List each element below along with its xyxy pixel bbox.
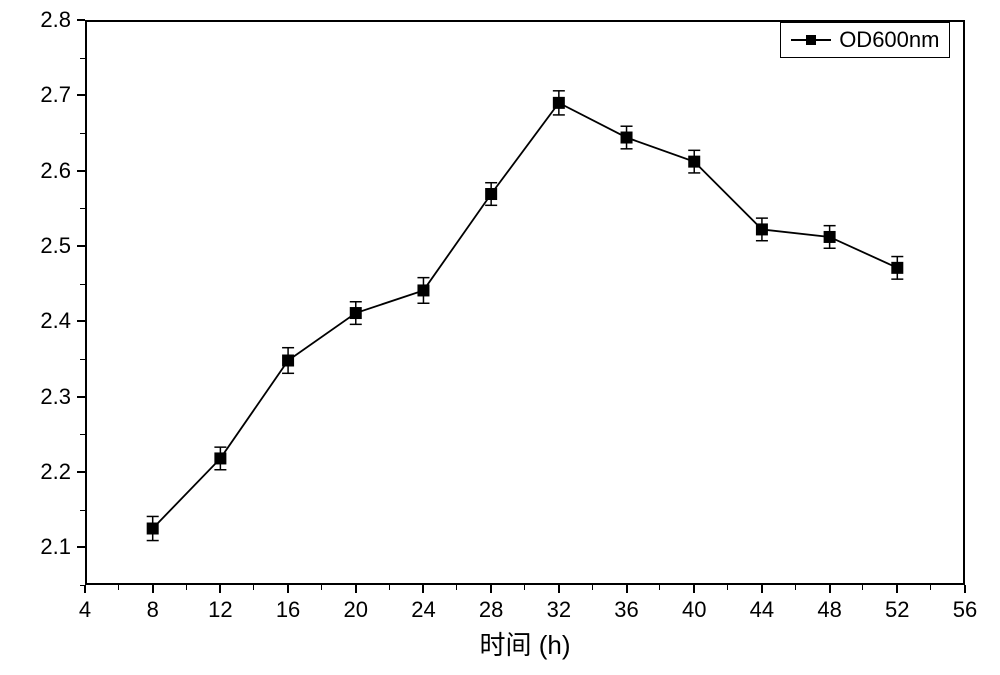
- legend-sample-line: [791, 39, 831, 41]
- chart-root: OD600nm 时间 (h) 4812162024283236404448525…: [0, 0, 1000, 675]
- y-minor-tick: [80, 208, 85, 209]
- y-tick: [77, 245, 85, 247]
- data-marker: [283, 355, 294, 366]
- y-minor-tick: [80, 133, 85, 134]
- x-minor-tick: [321, 585, 322, 590]
- x-tick-label: 48: [817, 597, 841, 623]
- data-marker: [486, 189, 497, 200]
- svg-layer: [0, 0, 1000, 675]
- series-line: [153, 103, 898, 529]
- y-tick-label: 2.4: [40, 308, 71, 334]
- legend-label: OD600nm: [839, 27, 939, 53]
- y-tick-label: 2.1: [40, 534, 71, 560]
- y-tick: [77, 320, 85, 322]
- x-tick-label: 8: [147, 597, 159, 623]
- x-minor-tick: [930, 585, 931, 590]
- data-marker: [147, 523, 158, 534]
- x-tick-label: 12: [208, 597, 232, 623]
- x-minor-tick: [862, 585, 863, 590]
- x-tick-label: 20: [344, 597, 368, 623]
- x-tick: [626, 585, 628, 593]
- x-tick-label: 40: [682, 597, 706, 623]
- y-minor-tick: [80, 585, 85, 586]
- x-tick: [490, 585, 492, 593]
- x-tick: [219, 585, 221, 593]
- x-minor-tick: [524, 585, 525, 590]
- y-tick: [77, 471, 85, 473]
- x-minor-tick: [253, 585, 254, 590]
- y-tick-label: 2.5: [40, 233, 71, 259]
- y-tick: [77, 94, 85, 96]
- x-tick-label: 56: [953, 597, 977, 623]
- data-marker: [418, 285, 429, 296]
- x-tick: [693, 585, 695, 593]
- x-tick-label: 52: [885, 597, 909, 623]
- y-minor-tick: [80, 510, 85, 511]
- x-tick-label: 4: [79, 597, 91, 623]
- x-tick: [964, 585, 966, 593]
- y-minor-tick: [80, 284, 85, 285]
- y-tick: [77, 396, 85, 398]
- x-tick: [829, 585, 831, 593]
- x-tick: [896, 585, 898, 593]
- data-marker: [689, 156, 700, 167]
- y-minor-tick: [80, 359, 85, 360]
- x-tick: [558, 585, 560, 593]
- data-marker: [215, 453, 226, 464]
- x-minor-tick: [456, 585, 457, 590]
- x-minor-tick: [795, 585, 796, 590]
- x-tick: [287, 585, 289, 593]
- x-tick: [84, 585, 86, 593]
- y-tick-label: 2.7: [40, 82, 71, 108]
- x-minor-tick: [592, 585, 593, 590]
- data-marker: [553, 97, 564, 108]
- data-marker: [756, 224, 767, 235]
- x-tick-label: 44: [750, 597, 774, 623]
- y-tick: [77, 19, 85, 21]
- x-tick: [761, 585, 763, 593]
- data-marker: [824, 231, 835, 242]
- x-minor-tick: [118, 585, 119, 590]
- x-tick-label: 32: [547, 597, 571, 623]
- data-marker: [621, 132, 632, 143]
- x-minor-tick: [186, 585, 187, 590]
- y-tick-label: 2.3: [40, 384, 71, 410]
- x-minor-tick: [389, 585, 390, 590]
- x-tick: [152, 585, 154, 593]
- x-tick-label: 28: [479, 597, 503, 623]
- x-tick: [422, 585, 424, 593]
- x-minor-tick: [727, 585, 728, 590]
- x-tick-label: 36: [614, 597, 638, 623]
- y-minor-tick: [80, 434, 85, 435]
- x-tick-label: 24: [411, 597, 435, 623]
- y-tick: [77, 546, 85, 548]
- y-tick: [77, 170, 85, 172]
- x-tick-label: 16: [276, 597, 300, 623]
- x-minor-tick: [659, 585, 660, 590]
- data-marker: [892, 262, 903, 273]
- y-minor-tick: [80, 58, 85, 59]
- y-tick-label: 2.6: [40, 158, 71, 184]
- x-tick: [355, 585, 357, 593]
- x-axis-label: 时间 (h): [479, 625, 570, 662]
- legend-marker-square: [806, 35, 816, 45]
- y-tick-label: 2.2: [40, 459, 71, 485]
- y-tick-label: 2.8: [40, 7, 71, 33]
- data-marker: [350, 308, 361, 319]
- legend: OD600nm: [780, 22, 950, 58]
